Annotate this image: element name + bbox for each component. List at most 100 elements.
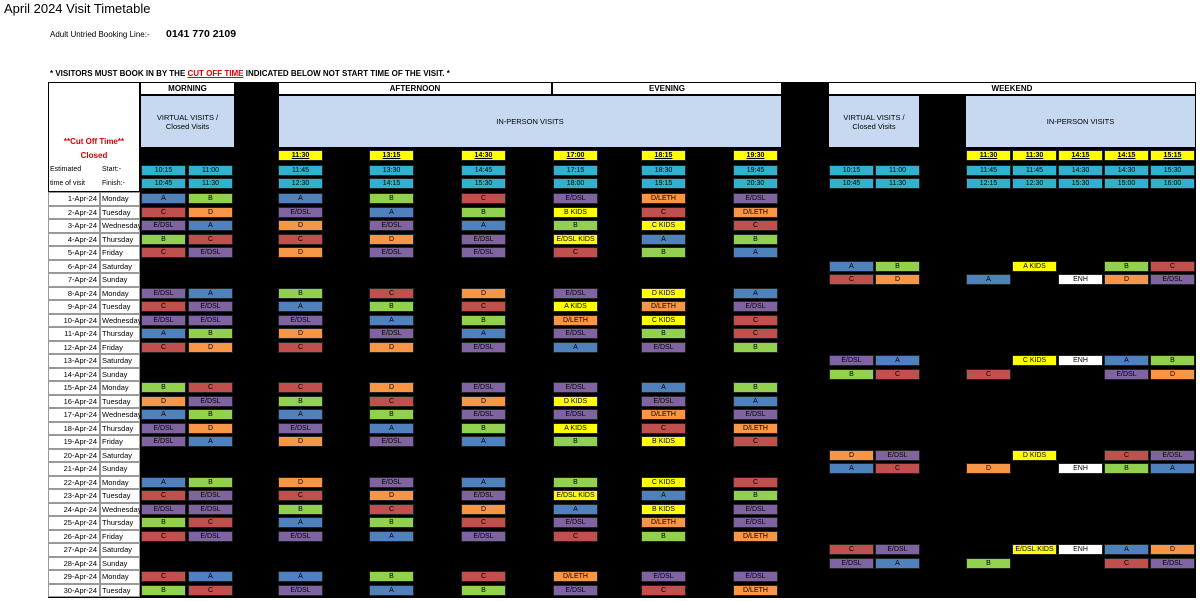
page-title: April 2024 Visit Timetable	[4, 1, 151, 16]
finish-time: 14:15	[369, 178, 414, 189]
visit-slot: E/DSL	[1150, 274, 1195, 286]
visit-slot: D/LETH	[641, 409, 686, 421]
start-time: 11:00	[875, 165, 920, 176]
day-cell: Sunday	[100, 367, 140, 381]
notice-highlight: CUT OFF TIME	[187, 69, 244, 78]
finish-time: 20:30	[733, 178, 778, 189]
visit-slot: E/DSL	[278, 422, 323, 434]
date-cell: 1-Apr-24	[48, 192, 100, 206]
visit-slot: A	[733, 247, 778, 259]
visit-slot: E/DSL	[461, 490, 506, 502]
start-time: 10:15	[829, 165, 874, 176]
cut-off-time: 19:30	[733, 150, 778, 161]
visit-slot: D	[141, 395, 186, 407]
visit-slot: A	[829, 260, 874, 272]
day-cell: Saturday	[100, 259, 140, 273]
visit-slot: C	[461, 301, 506, 313]
visit-slot: B	[369, 517, 414, 529]
notice-text: INDICATED BELOW NOT START TIME OF THE VI…	[243, 69, 450, 78]
date-cell: 18-Apr-24	[48, 421, 100, 435]
date-cell: 15-Apr-24	[48, 381, 100, 395]
visit-slot: E/DSL	[641, 341, 686, 353]
date-cell: 9-Apr-24	[48, 300, 100, 314]
visit-slot: E/DSL	[1150, 557, 1195, 569]
visit-slot: ENH	[1058, 544, 1103, 556]
visit-slot: D	[188, 422, 233, 434]
visit-slot: E/DSL	[461, 247, 506, 259]
visit-slot: C	[188, 382, 233, 394]
visit-slot: D KIDS	[641, 287, 686, 299]
group-header: VIRTUAL VISITS / Closed Visits	[828, 95, 920, 148]
notice-text: * VISITORS MUST BOOK IN BY THE	[50, 69, 188, 78]
visit-slot: A	[369, 206, 414, 218]
start-time: 10:15	[141, 165, 186, 176]
visit-slot: E/DSL	[733, 409, 778, 421]
finish-time: 19:15	[641, 178, 686, 189]
visit-slot: C	[733, 220, 778, 232]
visit-slot: B KIDS	[641, 503, 686, 515]
finish-time: 12:30	[1012, 178, 1057, 189]
visit-slot: B	[1150, 355, 1195, 367]
day-cell: Monday	[100, 381, 140, 395]
date-cell: 25-Apr-24	[48, 516, 100, 530]
visit-slot: A	[278, 571, 323, 583]
visit-slot: B	[141, 584, 186, 596]
visit-slot: C	[966, 368, 1011, 380]
visit-slot: D	[369, 233, 414, 245]
visit-slot: E/DSL	[733, 301, 778, 313]
visit-slot: B	[641, 328, 686, 340]
finish-time: 15:30	[1058, 178, 1103, 189]
visit-slot: D	[369, 341, 414, 353]
start-time: 13:30	[369, 165, 414, 176]
visit-slot: D	[461, 503, 506, 515]
visit-slot: B	[369, 193, 414, 205]
day-cell: Wednesday	[100, 502, 141, 516]
visit-slot: C	[733, 476, 778, 488]
visit-slot: C KIDS	[641, 220, 686, 232]
visit-slot: B	[966, 557, 1011, 569]
visit-slot: B	[461, 206, 506, 218]
visit-slot: C	[141, 530, 186, 542]
visit-slot: E/DSL	[188, 314, 233, 326]
visit-slot: A	[141, 193, 186, 205]
visit-slot: E/DSL	[875, 544, 920, 556]
visit-slot: A	[553, 503, 598, 515]
visit-slot: B	[641, 247, 686, 259]
visit-slot: E/DSL KIDS	[1012, 544, 1057, 556]
date-cell: 17-Apr-24	[48, 408, 100, 422]
visit-slot: C	[141, 206, 186, 218]
visit-slot: A	[641, 382, 686, 394]
visit-slot: A	[369, 422, 414, 434]
day-cell: Thursday	[100, 516, 140, 530]
section-header: WEEKEND	[828, 82, 1196, 95]
visit-slot: E/DSL	[733, 193, 778, 205]
day-cell: Friday	[100, 529, 140, 543]
date-cell: 22-Apr-24	[48, 475, 100, 489]
start-time: 14:45	[461, 165, 506, 176]
visit-slot: C	[733, 436, 778, 448]
day-cell: Tuesday	[100, 583, 140, 597]
visit-slot: C	[278, 490, 323, 502]
estimated-label: Estimated	[50, 166, 82, 173]
start-label: Start:-	[102, 166, 122, 173]
finish-time: 10:45	[829, 178, 874, 189]
visit-slot: D	[278, 247, 323, 259]
visit-slot: E/DSL	[188, 395, 233, 407]
visit-slot: E/DSL	[461, 530, 506, 542]
day-cell: Tuesday	[100, 394, 140, 408]
section-header: MORNING	[140, 82, 235, 95]
finish-time: 12:15	[966, 178, 1011, 189]
date-cell: 7-Apr-24	[48, 273, 100, 287]
group-header: VIRTUAL VISITS / Closed Visits	[140, 95, 235, 148]
visit-slot: E/DSL	[553, 287, 598, 299]
day-cell: Wednesday	[100, 408, 141, 422]
visit-slot: C KIDS	[1012, 355, 1057, 367]
visit-slot: A	[461, 476, 506, 488]
visit-slot: C	[553, 247, 598, 259]
visit-slot: E/DSL	[141, 220, 186, 232]
visit-slot: C	[141, 571, 186, 583]
closed-label: Closed	[80, 151, 108, 160]
visit-slot: A	[966, 274, 1011, 286]
visit-slot: D/LETH	[641, 301, 686, 313]
visit-slot: E/DSL	[875, 449, 920, 461]
